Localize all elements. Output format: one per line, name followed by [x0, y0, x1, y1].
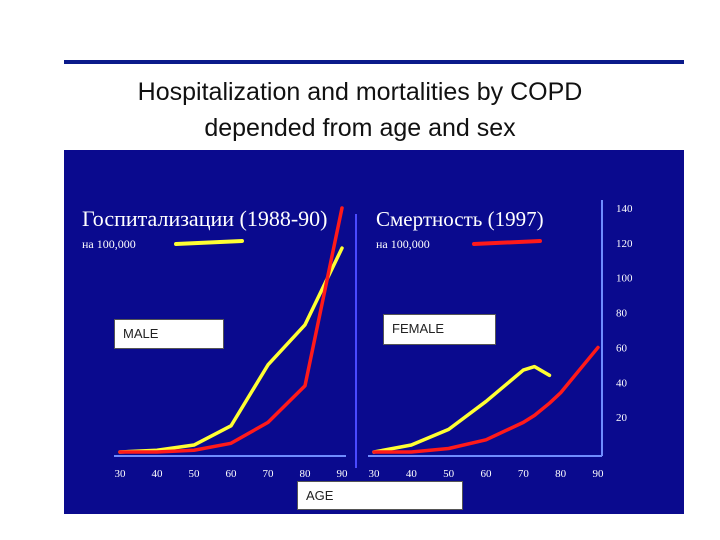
y-tick-label: 60	[616, 342, 628, 354]
hosp-x-tick-label: 60	[226, 468, 238, 480]
hosp-x-tick-label: 70	[263, 468, 275, 480]
mort-chart-title: Смертность (1997)	[376, 207, 544, 231]
mort-series-red-line	[372, 345, 600, 454]
mort-legend-swatch	[472, 239, 542, 246]
hosp-series-yellow-line	[118, 246, 344, 454]
mort-x-tick-label: 70	[518, 468, 530, 480]
male-label: MALE	[114, 319, 224, 349]
hosp-x-tick-label: 80	[300, 468, 312, 480]
mort-x-tick-label: 50	[443, 468, 455, 480]
mort-x-tick-label: 60	[481, 468, 493, 480]
hosp-legend-swatch	[174, 239, 244, 246]
title-line-2: depended from age and sex	[204, 114, 516, 142]
top-rule	[64, 60, 684, 64]
hospitalization-chart: Госпитализации (1988-90) на 100,000 30 40 50…	[82, 206, 357, 480]
hosp-x-tick-label: 40	[152, 468, 164, 480]
mort-x-tick-label: 90	[593, 468, 605, 480]
mort-x-tick-label: 30	[369, 468, 381, 480]
hosp-series-red-line	[118, 206, 344, 454]
mort-series-yellow-line	[372, 364, 552, 454]
y-tick-label: 100	[616, 273, 633, 285]
y-axis-ticks: 20 40 60 80 100 120 140	[601, 200, 633, 456]
hosp-x-tick-label: 30	[115, 468, 127, 480]
age-label: AGE	[297, 481, 463, 510]
y-tick-label: 140	[616, 203, 633, 215]
y-tick-label: 20	[616, 412, 628, 424]
hosp-x-tick-label: 90	[337, 468, 349, 480]
hosp-x-tick-label: 50	[189, 468, 201, 480]
y-tick-label: 120	[616, 238, 633, 250]
female-label: FEMALE	[383, 314, 496, 345]
hosp-chart-title: Госпитализации (1988-90)	[82, 206, 328, 231]
y-tick-label: 80	[616, 308, 628, 320]
y-tick-label: 40	[616, 377, 628, 389]
mortality-chart: Смертность (1997) на 100,000 30 40 50 60 70 80 9…	[368, 207, 604, 480]
title-line-1: Hospitalization and mortalities by COPD	[137, 78, 583, 106]
mort-x-tick-label: 40	[406, 468, 418, 480]
mort-x-tick-label: 80	[555, 468, 567, 480]
mort-chart-subtitle: на 100,000	[376, 237, 430, 251]
slide-title: Hospitalization and mortalities by COPD …	[40, 74, 680, 146]
chart-svg: Госпитализации (1988-90) на 100,000 30 40 50…	[82, 200, 633, 480]
hosp-chart-subtitle: на 100,000	[82, 237, 136, 251]
